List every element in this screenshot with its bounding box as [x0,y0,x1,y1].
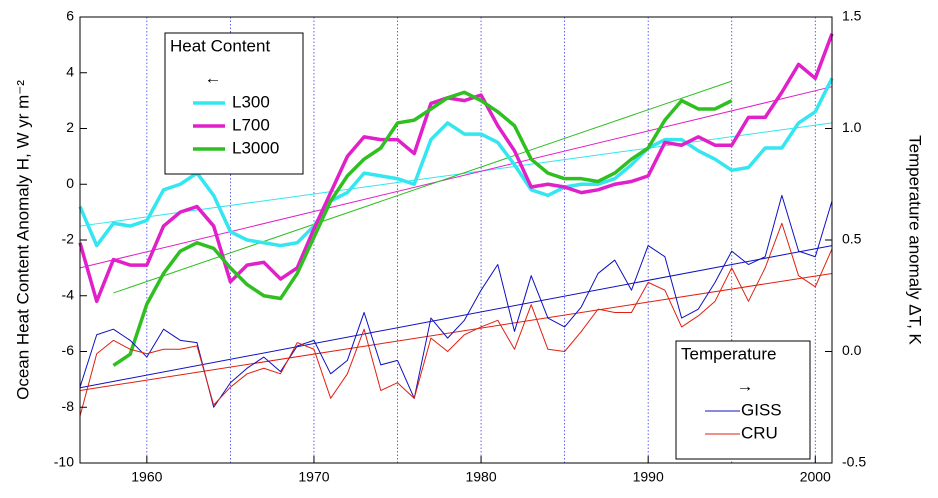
y-tick-label: -10 [54,454,74,470]
y2-tick-label: -0.5 [842,454,866,470]
y2-tick-label: 1.0 [842,119,862,135]
legend-label: L3000 [232,138,279,157]
y-tick-label: -6 [62,342,75,358]
series-line [79,222,833,417]
y2-tick-label: 1.5 [842,8,862,24]
trend-line [79,86,833,269]
y2-tick-label: 0.5 [842,231,862,247]
x-tick-label: 1980 [465,469,496,485]
series-line [112,90,733,367]
legend-title: Temperature [681,344,776,363]
y-tick-label: 4 [66,63,74,79]
legend-label: GISS [741,400,782,419]
x-tick-label: 1990 [633,469,664,485]
y-tick-label: 0 [66,175,74,191]
legend-box [675,340,811,460]
legend-label: L700 [232,115,270,134]
legend-arrow: ← [205,68,222,87]
trend-line [79,272,833,392]
series-line [78,33,834,304]
y-tick-label: -2 [62,231,75,247]
legend-arrow: → [737,376,754,395]
y2-axis-label: Temperature anomaly ΔT, K [906,135,925,345]
y-axis-label: Ocean Heat Content Anomaly H, W yr m⁻² [13,80,32,400]
y2-tick-label: 0.0 [842,342,862,358]
legend-label: CRU [741,423,778,442]
legend-box [164,32,304,175]
y-tick-label: -8 [62,398,75,414]
legend-title: Heat Content [170,36,270,55]
y-tick-label: 2 [66,119,74,135]
y-tick-label: 6 [66,8,74,24]
trend-line [79,245,833,389]
trend-line [113,80,732,294]
y-tick-label: -4 [62,286,75,302]
x-tick-label: 1960 [131,469,162,485]
legend-label: L300 [232,92,270,111]
series-line [78,77,834,248]
x-tick-label: 2000 [800,469,831,485]
x-tick-label: 1970 [298,469,329,485]
